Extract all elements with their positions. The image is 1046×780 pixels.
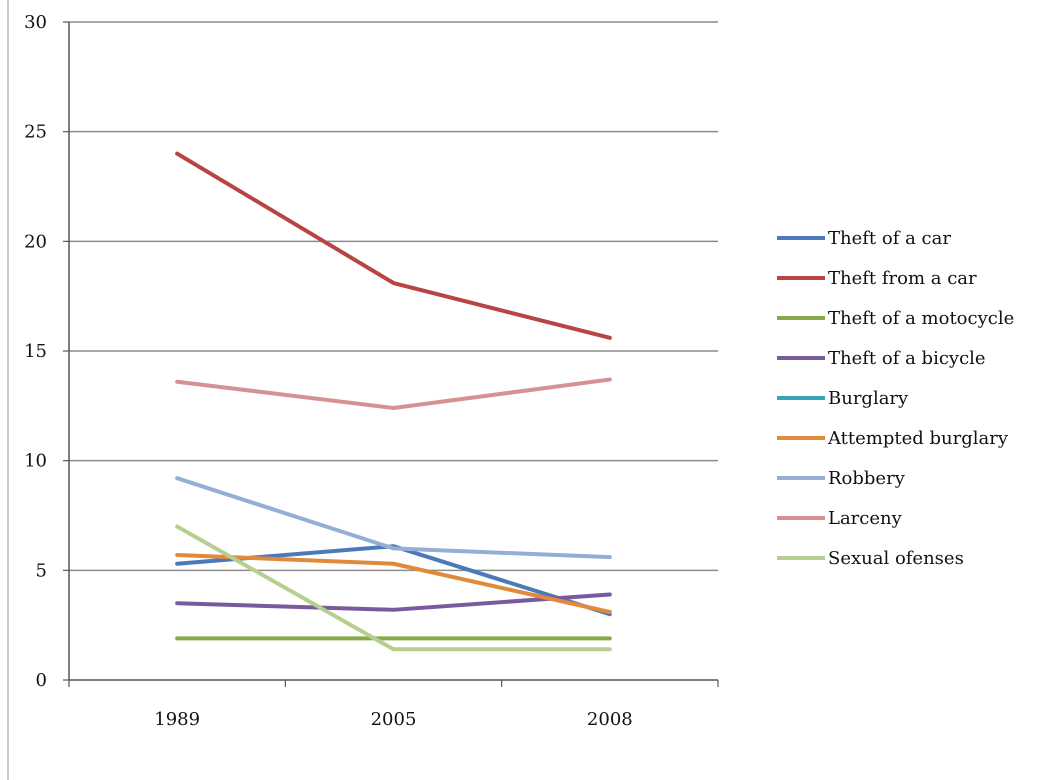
legend-label-4: Burglary — [828, 388, 909, 409]
legend-label-7: Larceny — [828, 508, 903, 529]
x-tick-label: 2005 — [371, 709, 417, 730]
y-tick-label: 20 — [24, 231, 47, 252]
legend-label-6: Robbery — [828, 468, 906, 489]
legend-label-1: Theft from a car — [828, 268, 977, 289]
series-line-5 — [175, 552, 612, 615]
legend-label-5: Attempted burglary — [827, 428, 1009, 449]
y-tick-label: 25 — [24, 122, 47, 143]
series-line-7 — [175, 377, 612, 411]
series-line-3 — [175, 592, 612, 612]
legend-label-2: Theft of a motocycle — [828, 308, 1014, 329]
legend-label-0: Theft of a car — [828, 228, 951, 249]
y-tick-label: 10 — [24, 451, 47, 472]
x-tick-label: 1989 — [154, 709, 200, 730]
legend-label-8: Sexual ofenses — [828, 548, 964, 569]
x-tick-label: 2008 — [587, 709, 633, 730]
series-line-8 — [175, 524, 612, 652]
y-tick-label: 0 — [36, 670, 47, 691]
y-tick-label: 5 — [36, 560, 47, 581]
series-line-6 — [175, 476, 612, 560]
y-tick-label: 30 — [24, 12, 47, 33]
legend-label-3: Theft of a bicycle — [828, 348, 986, 369]
y-tick-label: 15 — [24, 341, 47, 362]
series-line-1 — [175, 151, 612, 340]
